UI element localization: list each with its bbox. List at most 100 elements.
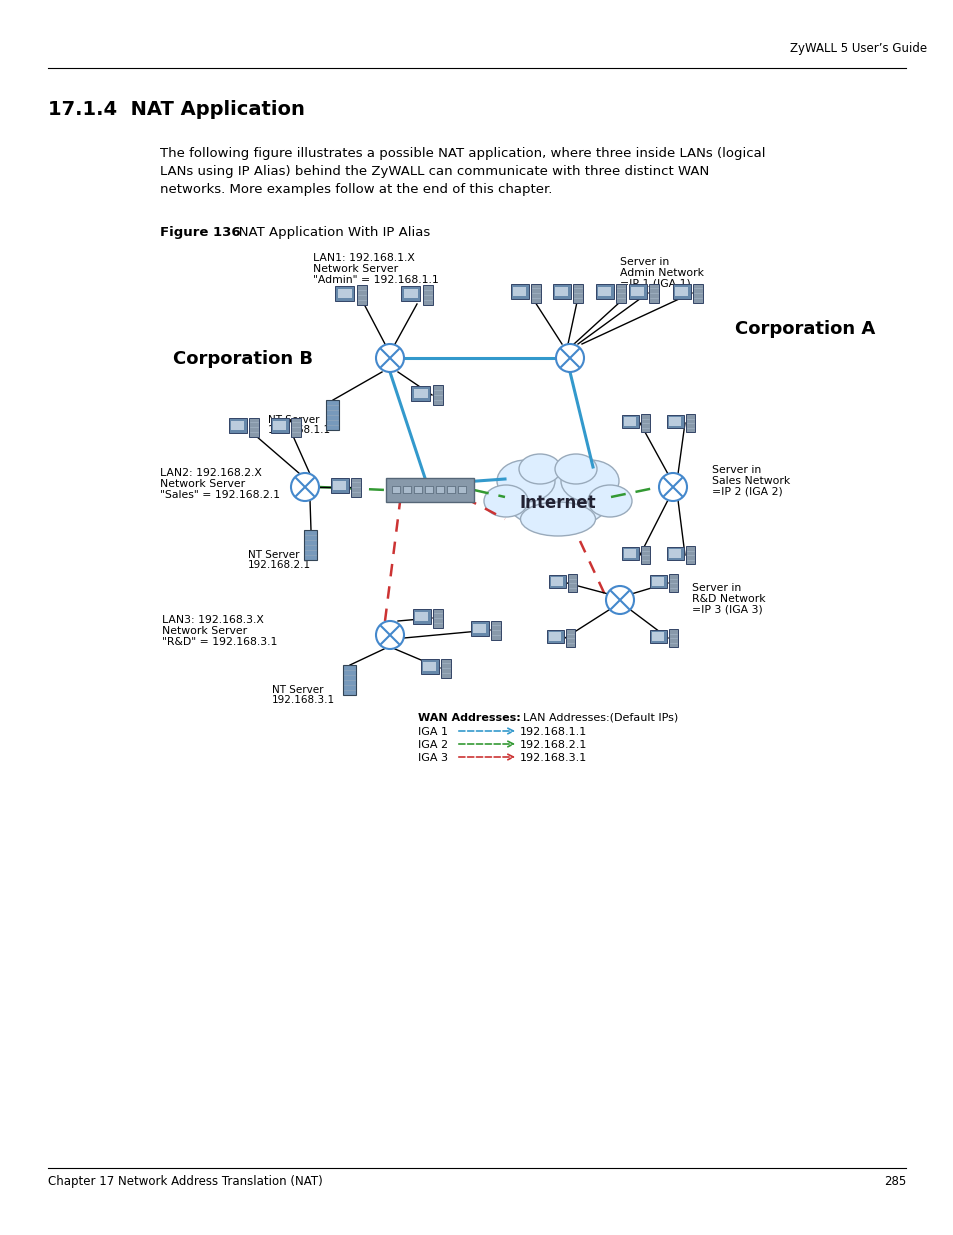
Ellipse shape: [560, 459, 618, 501]
FancyBboxPatch shape: [424, 487, 433, 493]
Text: WAN Addresses:: WAN Addresses:: [417, 713, 520, 722]
FancyBboxPatch shape: [623, 417, 636, 426]
FancyBboxPatch shape: [669, 629, 678, 647]
FancyBboxPatch shape: [401, 287, 420, 301]
Circle shape: [291, 473, 318, 501]
FancyBboxPatch shape: [573, 284, 582, 303]
FancyBboxPatch shape: [304, 530, 317, 559]
Circle shape: [375, 345, 403, 372]
FancyBboxPatch shape: [337, 289, 352, 298]
FancyBboxPatch shape: [271, 419, 288, 432]
FancyBboxPatch shape: [566, 629, 575, 647]
FancyBboxPatch shape: [402, 487, 411, 493]
FancyBboxPatch shape: [441, 658, 451, 678]
Text: LAN Addresses:(Default IPs): LAN Addresses:(Default IPs): [522, 713, 678, 722]
FancyBboxPatch shape: [491, 620, 500, 640]
Text: Server in: Server in: [691, 583, 740, 593]
FancyBboxPatch shape: [404, 289, 417, 298]
Ellipse shape: [587, 485, 631, 517]
Text: LANs using IP Alias) behind the ZyWALL can communicate with three distinct WAN: LANs using IP Alias) behind the ZyWALL c…: [160, 165, 708, 178]
Text: NT Server: NT Server: [272, 685, 323, 695]
Text: Figure 136: Figure 136: [160, 226, 240, 240]
FancyBboxPatch shape: [415, 613, 428, 621]
Text: Internet: Internet: [519, 494, 596, 513]
FancyBboxPatch shape: [291, 417, 300, 436]
FancyBboxPatch shape: [470, 621, 488, 636]
Text: IGA 2: IGA 2: [417, 740, 448, 750]
Circle shape: [556, 345, 583, 372]
Text: Network Server: Network Server: [162, 626, 247, 636]
Text: =IP 1 (IGA 1): =IP 1 (IGA 1): [619, 279, 690, 289]
FancyBboxPatch shape: [357, 285, 367, 305]
Text: NT Server: NT Server: [268, 415, 319, 425]
Circle shape: [375, 621, 403, 650]
FancyBboxPatch shape: [552, 284, 570, 299]
FancyBboxPatch shape: [616, 284, 625, 303]
Text: Network Server: Network Server: [160, 479, 245, 489]
Text: 192.168.1.1: 192.168.1.1: [519, 727, 587, 737]
FancyBboxPatch shape: [693, 284, 702, 303]
FancyBboxPatch shape: [685, 414, 695, 432]
Text: Corporation A: Corporation A: [734, 320, 874, 338]
FancyBboxPatch shape: [330, 478, 348, 493]
Text: "Admin" = 192.168.1.1: "Admin" = 192.168.1.1: [313, 275, 438, 285]
FancyBboxPatch shape: [568, 574, 577, 592]
FancyBboxPatch shape: [229, 419, 246, 432]
FancyBboxPatch shape: [668, 550, 680, 558]
Text: networks. More examples follow at the end of this chapter.: networks. More examples follow at the en…: [160, 183, 552, 196]
Ellipse shape: [518, 454, 560, 484]
FancyBboxPatch shape: [231, 421, 244, 430]
FancyBboxPatch shape: [621, 415, 638, 429]
FancyBboxPatch shape: [649, 630, 666, 643]
Ellipse shape: [504, 466, 610, 529]
Text: 192.168.2.1: 192.168.2.1: [519, 740, 587, 750]
FancyBboxPatch shape: [392, 487, 399, 493]
Text: 17.1.4  NAT Application: 17.1.4 NAT Application: [48, 100, 305, 119]
Text: 192.168.2.1: 192.168.2.1: [248, 559, 311, 571]
Ellipse shape: [483, 485, 527, 517]
FancyBboxPatch shape: [436, 487, 443, 493]
Text: Chapter 17 Network Address Translation (NAT): Chapter 17 Network Address Translation (…: [48, 1174, 322, 1188]
Text: IGA 3: IGA 3: [417, 753, 448, 763]
FancyBboxPatch shape: [411, 387, 430, 401]
FancyBboxPatch shape: [335, 287, 355, 301]
FancyBboxPatch shape: [649, 284, 659, 303]
FancyBboxPatch shape: [422, 662, 436, 671]
Text: 192.168.3.1: 192.168.3.1: [519, 753, 587, 763]
Text: NT Server: NT Server: [248, 550, 299, 559]
FancyBboxPatch shape: [623, 550, 636, 558]
Circle shape: [659, 473, 686, 501]
Text: Server in: Server in: [619, 257, 669, 267]
FancyBboxPatch shape: [675, 288, 687, 296]
Ellipse shape: [520, 501, 595, 536]
Text: Admin Network: Admin Network: [619, 268, 703, 278]
FancyBboxPatch shape: [386, 478, 474, 501]
FancyBboxPatch shape: [447, 487, 455, 493]
FancyBboxPatch shape: [630, 288, 643, 296]
Text: Network Server: Network Server: [313, 264, 397, 274]
Ellipse shape: [497, 459, 555, 501]
FancyBboxPatch shape: [651, 632, 663, 641]
FancyBboxPatch shape: [628, 284, 646, 299]
Text: Sales Network: Sales Network: [711, 475, 789, 487]
FancyBboxPatch shape: [333, 482, 346, 490]
Text: IGA 1: IGA 1: [417, 727, 448, 737]
FancyBboxPatch shape: [513, 288, 525, 296]
FancyBboxPatch shape: [672, 284, 690, 299]
Text: 192.168.1.1: 192.168.1.1: [268, 425, 331, 435]
Text: R&D Network: R&D Network: [691, 594, 765, 604]
FancyBboxPatch shape: [651, 578, 663, 585]
FancyBboxPatch shape: [640, 546, 650, 564]
FancyBboxPatch shape: [666, 547, 683, 561]
Text: 192.168.3.1: 192.168.3.1: [272, 695, 335, 705]
FancyBboxPatch shape: [668, 417, 680, 426]
Text: =IP 3 (IGA 3): =IP 3 (IGA 3): [691, 605, 762, 615]
FancyBboxPatch shape: [351, 478, 360, 496]
FancyBboxPatch shape: [457, 487, 465, 493]
FancyBboxPatch shape: [273, 421, 286, 430]
FancyBboxPatch shape: [326, 400, 339, 430]
FancyBboxPatch shape: [595, 284, 613, 299]
FancyBboxPatch shape: [473, 624, 485, 634]
Text: Server in: Server in: [711, 466, 760, 475]
Text: 285: 285: [882, 1174, 905, 1188]
